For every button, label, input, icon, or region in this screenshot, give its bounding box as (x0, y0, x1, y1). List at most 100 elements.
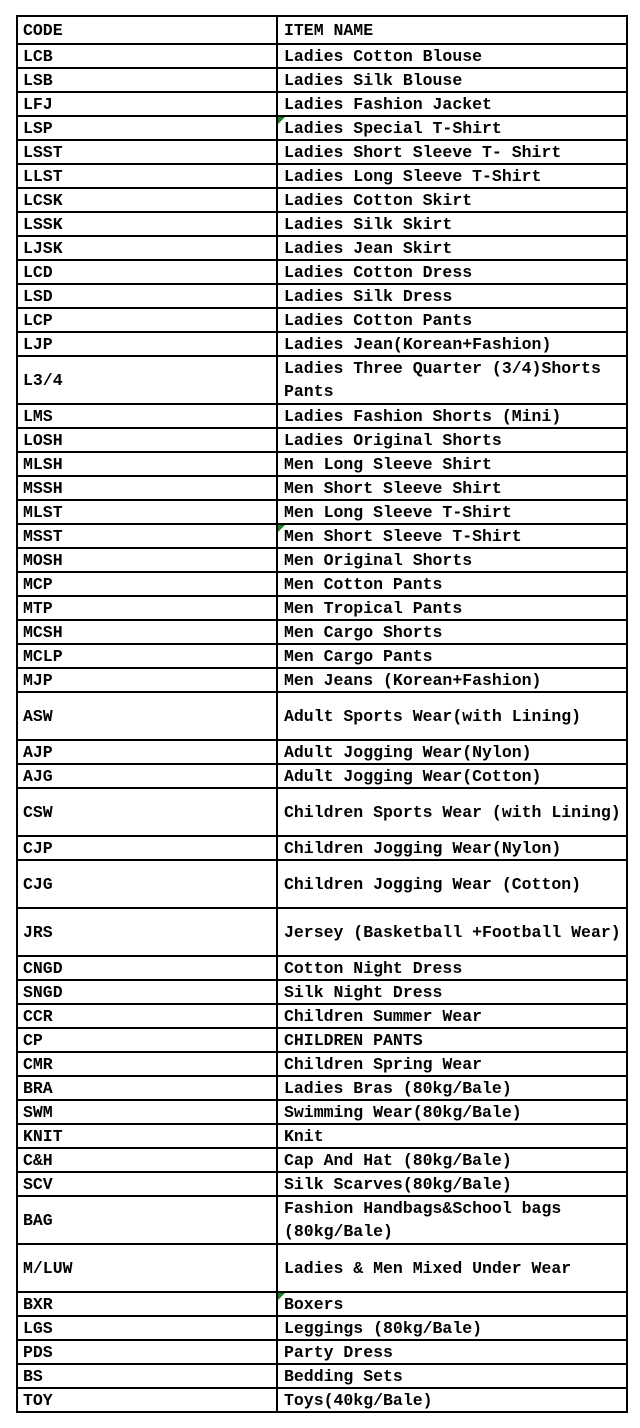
code-cell[interactable]: L3/4 (18, 357, 278, 405)
code-cell[interactable]: SWM (18, 1101, 278, 1125)
item-name-cell[interactable]: Ladies Fashion Shorts (Mini) (278, 405, 628, 429)
code-cell[interactable]: M/LUW (18, 1245, 278, 1293)
code-cell[interactable]: LCP (18, 309, 278, 333)
item-name-cell[interactable]: Ladies Three Quarter (3/4)Shorts Pants (278, 357, 628, 405)
code-cell[interactable]: AJP (18, 741, 278, 765)
item-name-cell[interactable]: Leggings (80kg/Bale) (278, 1317, 628, 1341)
item-name-cell[interactable]: Ladies Jean(Korean+Fashion) (278, 333, 628, 357)
code-cell[interactable]: ASW (18, 693, 278, 741)
item-name-cell[interactable]: Men Long Sleeve T-Shirt (278, 501, 628, 525)
code-cell[interactable]: CSW (18, 789, 278, 837)
code-cell[interactable]: MCLP (18, 645, 278, 669)
code-cell[interactable]: LOSH (18, 429, 278, 453)
item-name-cell[interactable]: Children Spring Wear (278, 1053, 628, 1077)
item-name-cell[interactable]: Adult Sports Wear(with Lining) (278, 693, 628, 741)
code-cell[interactable]: BS (18, 1365, 278, 1389)
code-cell[interactable]: LSSK (18, 213, 278, 237)
code-cell[interactable]: MJP (18, 669, 278, 693)
item-name-cell[interactable]: Toys(40kg/Bale) (278, 1389, 628, 1413)
item-name-cell[interactable]: Children Summer Wear (278, 1005, 628, 1029)
code-cell[interactable]: SCV (18, 1173, 278, 1197)
item-name-cell[interactable]: Children Sports Wear (with Lining) (278, 789, 628, 837)
code-cell[interactable]: MLST (18, 501, 278, 525)
item-name-cell[interactable]: Ladies Bras (80kg/Bale) (278, 1077, 628, 1101)
item-name-cell[interactable]: Cotton Night Dress (278, 957, 628, 981)
code-cell[interactable]: LJSK (18, 237, 278, 261)
code-cell[interactable]: MOSH (18, 549, 278, 573)
code-cell[interactable]: CMR (18, 1053, 278, 1077)
code-cell[interactable]: CNGD (18, 957, 278, 981)
item-name-cell[interactable]: Ladies Original Shorts (278, 429, 628, 453)
item-name-cell[interactable]: Party Dress (278, 1341, 628, 1365)
item-name-cell[interactable]: Men Cotton Pants (278, 573, 628, 597)
item-name-cell[interactable]: Silk Scarves(80kg/Bale) (278, 1173, 628, 1197)
item-name-cell[interactable]: Ladies Jean Skirt (278, 237, 628, 261)
code-cell[interactable]: LSB (18, 69, 278, 93)
item-name-cell[interactable]: Ladies Cotton Blouse (278, 45, 628, 69)
item-name-cell[interactable]: Ladies Cotton Skirt (278, 189, 628, 213)
code-cell[interactable]: CCR (18, 1005, 278, 1029)
code-cell[interactable]: MLSH (18, 453, 278, 477)
code-cell[interactable]: LCD (18, 261, 278, 285)
code-cell[interactable]: LLST (18, 165, 278, 189)
item-name-cell[interactable]: Swimming Wear(80kg/Bale) (278, 1101, 628, 1125)
code-cell[interactable]: JRS (18, 909, 278, 957)
code-cell[interactable]: MTP (18, 597, 278, 621)
item-name-cell[interactable]: Ladies Silk Skirt (278, 213, 628, 237)
code-cell[interactable]: BAG (18, 1197, 278, 1245)
item-name-cell[interactable]: Children Jogging Wear (Cotton) (278, 861, 628, 909)
item-name-cell[interactable]: Ladies Silk Dress (278, 285, 628, 309)
item-name-cell[interactable]: Men Original Shorts (278, 549, 628, 573)
item-name-cell[interactable]: Bedding Sets (278, 1365, 628, 1389)
code-cell[interactable]: BXR (18, 1293, 278, 1317)
code-cell[interactable]: KNIT (18, 1125, 278, 1149)
item-name-cell[interactable]: Children Jogging Wear(Nylon) (278, 837, 628, 861)
item-name-cell[interactable]: Ladies Fashion Jacket (278, 93, 628, 117)
item-name-cell[interactable]: Silk Night Dress (278, 981, 628, 1005)
code-cell[interactable]: LSD (18, 285, 278, 309)
code-cell[interactable]: MSST (18, 525, 278, 549)
code-cell[interactable]: LFJ (18, 93, 278, 117)
item-name-cell[interactable]: Fashion Handbags&School bags (80kg/Bale) (278, 1197, 628, 1245)
item-name-cell[interactable]: Ladies Cotton Pants (278, 309, 628, 333)
code-cell[interactable]: LCB (18, 45, 278, 69)
code-cell[interactable]: C&H (18, 1149, 278, 1173)
item-name-cell[interactable]: Adult Jogging Wear(Nylon) (278, 741, 628, 765)
item-name-cell[interactable]: Jersey (Basketball +Football Wear) (278, 909, 628, 957)
code-cell[interactable]: TOY (18, 1389, 278, 1413)
item-name-cell[interactable]: Ladies Long Sleeve T-Shirt (278, 165, 628, 189)
item-name-cell[interactable]: Men Jeans (Korean+Fashion) (278, 669, 628, 693)
code-cell[interactable]: BRA (18, 1077, 278, 1101)
code-cell[interactable]: CJP (18, 837, 278, 861)
code-cell[interactable]: LGS (18, 1317, 278, 1341)
item-name-cell[interactable]: Ladies Cotton Dress (278, 261, 628, 285)
item-name-cell[interactable]: Men Tropical Pants (278, 597, 628, 621)
item-name-cell[interactable]: Ladies Silk Blouse (278, 69, 628, 93)
item-name-cell[interactable]: Knit (278, 1125, 628, 1149)
code-cell[interactable]: LMS (18, 405, 278, 429)
code-cell[interactable]: PDS (18, 1341, 278, 1365)
code-cell[interactable]: SNGD (18, 981, 278, 1005)
code-cell[interactable]: MCP (18, 573, 278, 597)
item-name-cell[interactable]: CHILDREN PANTS (278, 1029, 628, 1053)
item-name-cell[interactable]: Men Short Sleeve T-Shirt (278, 525, 628, 549)
item-name-cell[interactable]: Men Cargo Shorts (278, 621, 628, 645)
code-cell[interactable]: CJG (18, 861, 278, 909)
code-cell[interactable]: MSSH (18, 477, 278, 501)
item-name-cell[interactable]: Men Short Sleeve Shirt (278, 477, 628, 501)
code-cell[interactable]: LSST (18, 141, 278, 165)
code-cell[interactable]: AJG (18, 765, 278, 789)
code-cell[interactable]: CP (18, 1029, 278, 1053)
code-cell[interactable]: LCSK (18, 189, 278, 213)
item-name-cell[interactable]: Adult Jogging Wear(Cotton) (278, 765, 628, 789)
item-name-cell[interactable]: Ladies & Men Mixed Under Wear (278, 1245, 628, 1293)
code-cell[interactable]: LSP (18, 117, 278, 141)
item-name-cell[interactable]: Cap And Hat (80kg/Bale) (278, 1149, 628, 1173)
code-cell[interactable]: MCSH (18, 621, 278, 645)
code-cell[interactable]: LJP (18, 333, 278, 357)
item-name-cell[interactable]: Ladies Short Sleeve T- Shirt (278, 141, 628, 165)
item-name-cell[interactable]: Men Cargo Pants (278, 645, 628, 669)
item-name-cell[interactable]: Boxers (278, 1293, 628, 1317)
item-name-cell[interactable]: Men Long Sleeve Shirt (278, 453, 628, 477)
item-name-cell[interactable]: Ladies Special T-Shirt (278, 117, 628, 141)
